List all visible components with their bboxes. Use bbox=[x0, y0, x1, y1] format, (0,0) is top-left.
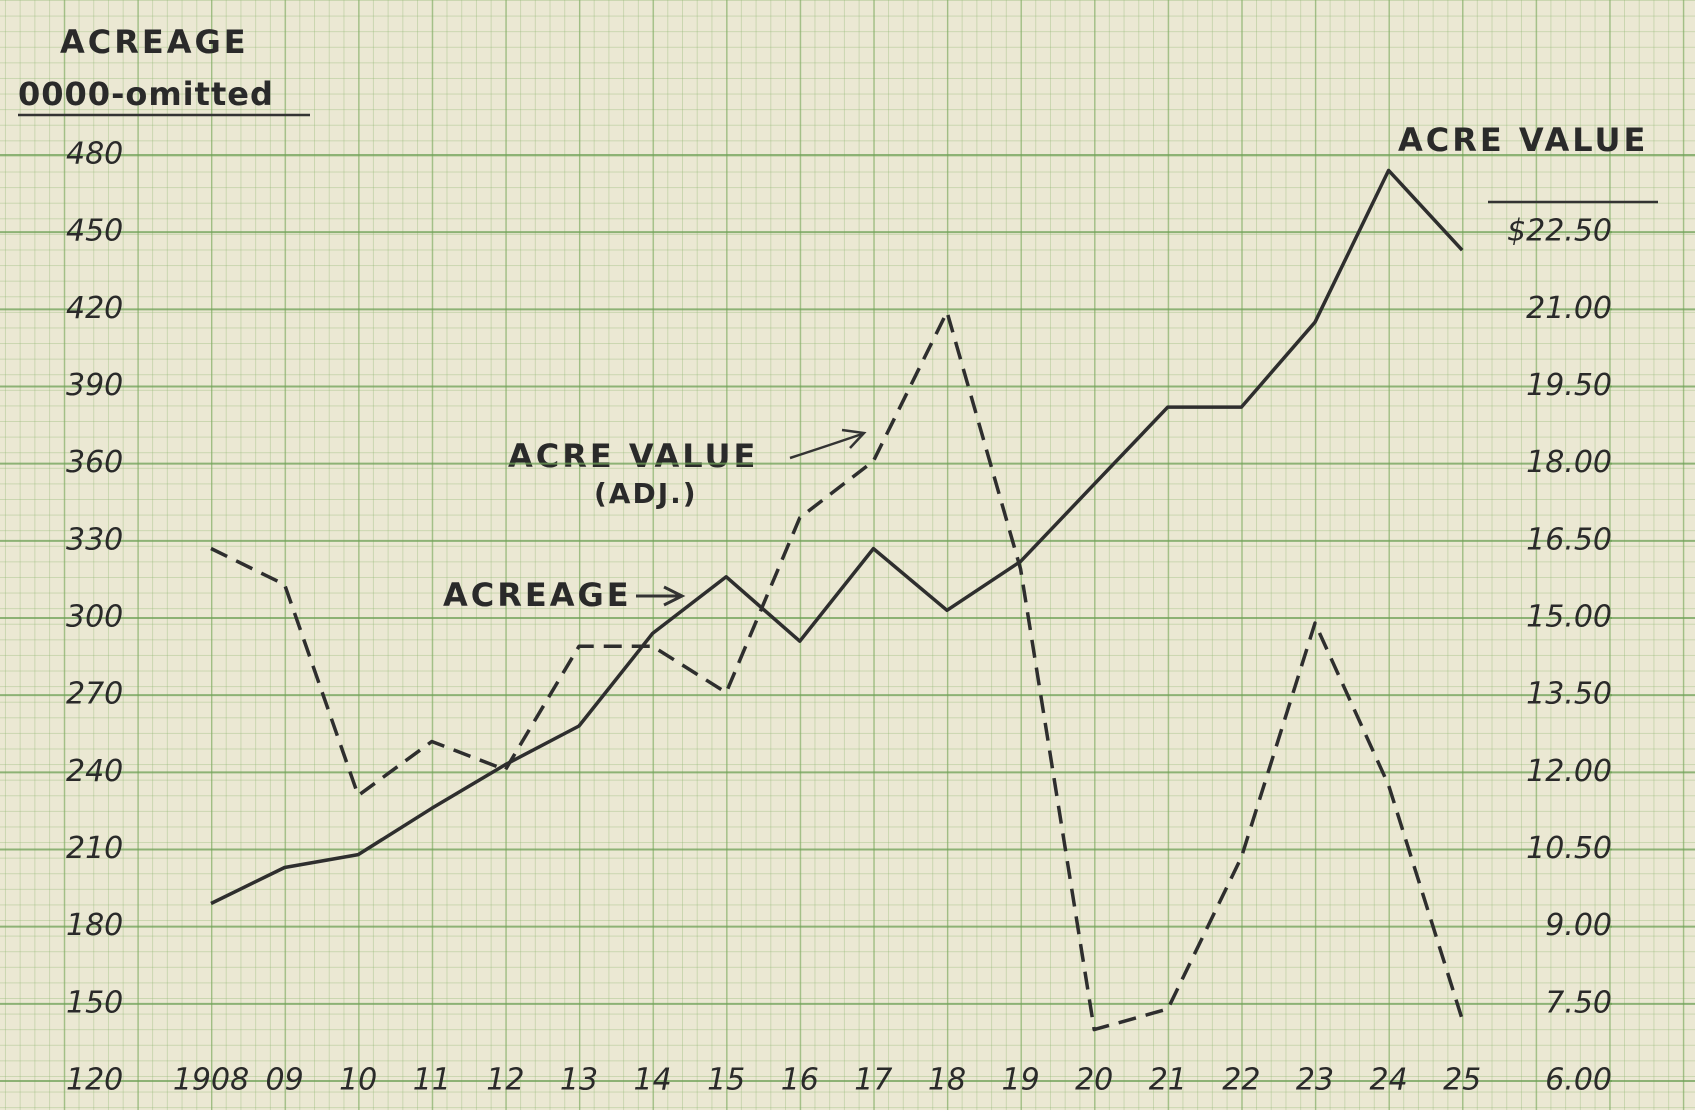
x-tick-label: 18 bbox=[928, 1063, 966, 1098]
y-tick-label: 150 bbox=[66, 985, 123, 1020]
y-tick-label: 420 bbox=[66, 291, 123, 326]
line-series bbox=[211, 170, 1462, 903]
x-tick-label: 21 bbox=[1149, 1063, 1187, 1098]
y-tick-label: 330 bbox=[66, 522, 123, 557]
x-tick-label: 10 bbox=[339, 1063, 377, 1098]
y2-tick-label: 7.50 bbox=[1545, 985, 1612, 1020]
x-tick-label: 20 bbox=[1075, 1063, 1113, 1098]
y2-axis-title: ACRE VALUE bbox=[1398, 121, 1648, 159]
y2-tick-label: 18.00 bbox=[1526, 445, 1612, 480]
y-axis-title: ACREAGE bbox=[60, 23, 249, 61]
annotation: (ADJ.) bbox=[594, 477, 698, 510]
y2-tick-label: 15.00 bbox=[1526, 600, 1612, 635]
page: ACREAGE 0000-omitted ACRE VALUE ACRE VAL… bbox=[0, 0, 1695, 1110]
y2-tick-label: 16.50 bbox=[1526, 522, 1612, 557]
x-tick-label: 19 bbox=[1002, 1063, 1040, 1098]
y-tick-label: 450 bbox=[66, 214, 123, 249]
x-tick-label: 12 bbox=[486, 1063, 524, 1098]
y-tick-label: 120 bbox=[66, 1063, 123, 1098]
x-tick-label: 14 bbox=[634, 1063, 672, 1098]
y-tick-label: 210 bbox=[66, 831, 123, 866]
y2-tick-label: 19.50 bbox=[1526, 368, 1612, 403]
x-tick-label: 22 bbox=[1222, 1063, 1260, 1098]
x-tick-label: 16 bbox=[781, 1063, 819, 1098]
y2-tick-label: 9.00 bbox=[1545, 908, 1612, 943]
y-tick-label: 390 bbox=[66, 368, 123, 403]
y2-tick-label: 21.00 bbox=[1526, 291, 1612, 326]
y2-tick-label: $22.50 bbox=[1507, 214, 1612, 249]
chart: ACREAGE 0000-omitted ACRE VALUE ACRE VAL… bbox=[0, 0, 1695, 1110]
x-tick-label: 17 bbox=[854, 1063, 892, 1098]
y2-tick-label: 10.50 bbox=[1526, 831, 1612, 866]
x-tick-label: 13 bbox=[560, 1063, 598, 1098]
y-tick-label: 180 bbox=[66, 908, 123, 943]
arrow bbox=[790, 430, 864, 458]
y-tick-label: 480 bbox=[66, 137, 123, 172]
x-tick-label: 23 bbox=[1296, 1063, 1334, 1098]
annotation: ACRE VALUE bbox=[508, 437, 758, 475]
x-tick-label: 15 bbox=[707, 1063, 745, 1098]
y2-tick-label: 12.00 bbox=[1526, 754, 1612, 789]
line-series bbox=[211, 312, 1462, 1030]
x-tick-label: 1908 bbox=[173, 1063, 249, 1098]
y-axis-note: 0000-omitted bbox=[18, 75, 274, 113]
y-tick-label: 270 bbox=[66, 677, 123, 712]
y2-tick-label: 13.50 bbox=[1526, 677, 1612, 712]
x-tick-label: 24 bbox=[1370, 1063, 1408, 1098]
y-tick-label: 300 bbox=[66, 600, 123, 635]
y-tick-label: 360 bbox=[66, 445, 123, 480]
arrow bbox=[636, 587, 682, 605]
y-tick-label: 240 bbox=[66, 754, 123, 789]
y2-tick-label: 6.00 bbox=[1545, 1063, 1612, 1098]
x-tick-label: 25 bbox=[1443, 1063, 1481, 1098]
x-tick-label: 09 bbox=[266, 1063, 304, 1098]
annotation: ACREAGE bbox=[443, 576, 632, 614]
x-tick-label: 11 bbox=[413, 1063, 451, 1098]
